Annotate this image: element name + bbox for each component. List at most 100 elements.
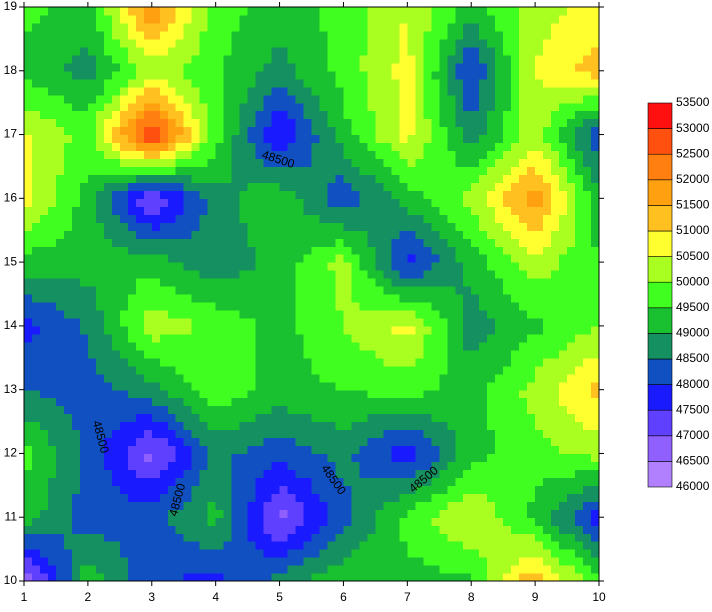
contour-cell: [335, 373, 345, 383]
contour-cell: [407, 389, 416, 399]
contour-cell: [583, 278, 592, 287]
contour-cell: [191, 118, 201, 128]
contour-cell: [583, 158, 592, 168]
contour-cell: [527, 573, 536, 582]
contour-cell: [359, 389, 369, 399]
contour-cell: [423, 565, 432, 574]
contour-cell: [503, 118, 512, 128]
contour-cell: [343, 94, 353, 104]
contour-cell: [39, 142, 49, 152]
contour-cell: [327, 477, 337, 486]
contour-cell: [135, 174, 145, 183]
contour-cell: [167, 62, 177, 72]
contour-cell: [455, 70, 464, 80]
contour-cell: [143, 549, 153, 558]
contour-cell: [271, 22, 281, 32]
contour-cell: [263, 413, 273, 423]
contour-cell: [591, 254, 600, 263]
contour-cell: [263, 270, 273, 279]
contour-cell: [439, 301, 448, 311]
contour-cell: [319, 421, 329, 431]
contour-cell: [383, 270, 392, 279]
contour-cell: [39, 158, 49, 168]
contour-cell: [407, 150, 416, 160]
contour-cell: [223, 485, 233, 494]
contour-cell: [87, 30, 97, 40]
contour-cell: [151, 453, 161, 463]
contour-cell: [167, 46, 177, 56]
contour-cell: [439, 134, 448, 144]
contour-cell: [455, 493, 464, 502]
contour-cell: [279, 357, 289, 367]
contour-cell: [159, 70, 169, 80]
contour-cell: [391, 30, 400, 40]
contour-cell: [215, 525, 225, 534]
contour-cell: [231, 373, 241, 383]
contour-cell: [351, 517, 361, 526]
contour-cell: [503, 309, 512, 319]
contour-cell: [295, 182, 305, 191]
contour-cell: [431, 294, 440, 303]
contour-cell: [431, 381, 440, 391]
contour-cell: [311, 94, 321, 104]
contour-cell: [423, 349, 432, 359]
contour-cell: [319, 341, 329, 351]
contour-cell: [119, 557, 129, 566]
contour-cell: [551, 461, 560, 470]
contour-cell: [111, 357, 121, 367]
contour-cell: [495, 509, 504, 518]
contour-cell: [167, 94, 177, 104]
contour-cell: [223, 118, 233, 128]
contour-cell: [207, 349, 217, 359]
contour-cell: [167, 54, 177, 64]
contour-cell: [487, 517, 496, 526]
contour-cell: [391, 182, 400, 191]
contour-cell: [127, 557, 137, 566]
contour-cell: [591, 509, 600, 518]
contour-cell: [327, 142, 337, 152]
contour-cell: [39, 150, 49, 160]
contour-cell: [39, 397, 49, 407]
contour-cell: [247, 301, 257, 311]
contour-cell: [391, 7, 400, 16]
contour-cell: [295, 158, 305, 168]
contour-cell: [391, 238, 400, 247]
contour-cell: [111, 445, 121, 455]
contour-cell: [295, 110, 305, 120]
contour-cell: [255, 461, 265, 470]
contour-cell: [24, 445, 33, 455]
contour-cell: [31, 469, 41, 478]
contour-cell: [263, 301, 273, 311]
contour-cell: [559, 317, 568, 327]
contour-cell: [295, 325, 305, 335]
contour-cell: [127, 541, 137, 550]
contour-cell: [575, 381, 584, 391]
contour-cell: [47, 301, 57, 311]
contour-cell: [295, 533, 305, 542]
contour-cell: [287, 238, 297, 247]
contour-cell: [239, 102, 249, 112]
contour-cell: [31, 509, 41, 518]
contour-cell: [567, 573, 576, 582]
contour-cell: [247, 493, 257, 502]
contour-cell: [183, 357, 193, 367]
contour-cell: [511, 509, 520, 518]
contour-cell: [591, 230, 600, 239]
contour-cell: [415, 541, 424, 550]
contour-cell: [191, 262, 201, 271]
contour-cell: [207, 294, 217, 303]
contour-cell: [591, 333, 600, 343]
contour-cell: [39, 405, 49, 415]
contour-cell: [335, 246, 345, 255]
contour-cell: [511, 166, 520, 176]
contour-cell: [567, 270, 576, 279]
contour-cell: [71, 294, 81, 303]
contour-cell: [503, 286, 512, 295]
contour-cell: [551, 278, 560, 287]
contour-cell: [31, 389, 41, 399]
contour-cell: [191, 70, 201, 80]
contour-cell: [63, 182, 73, 191]
contour-cell: [239, 110, 249, 120]
contour-cell: [71, 14, 81, 24]
contour-cell: [351, 477, 361, 486]
